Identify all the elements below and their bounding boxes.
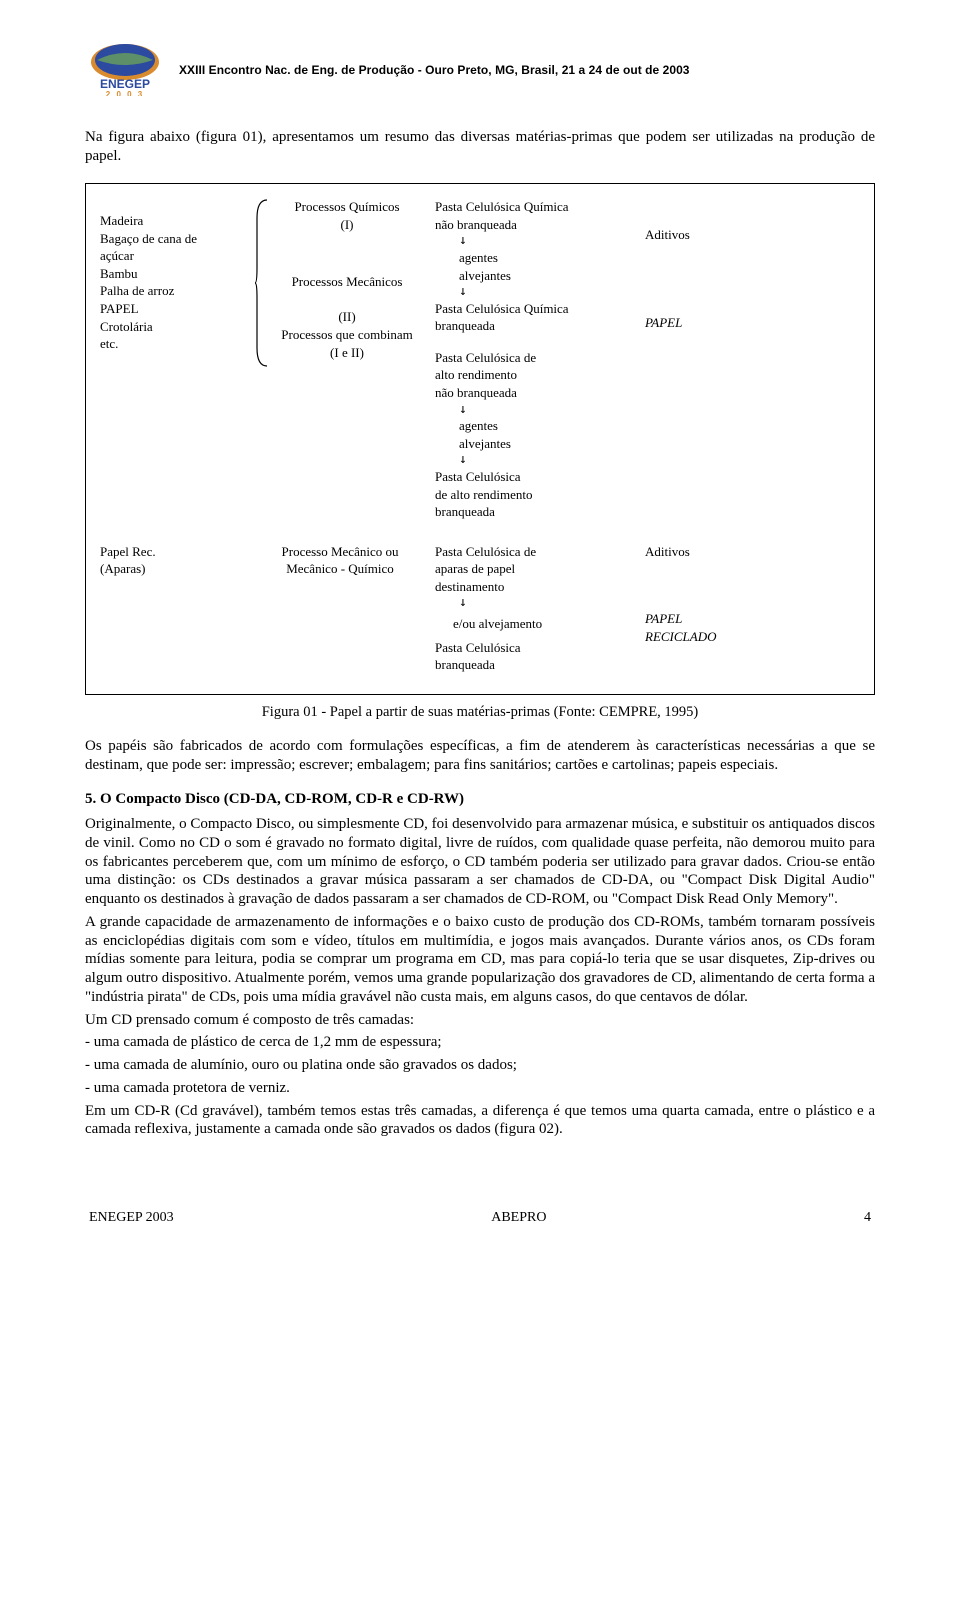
fig-agentes-1: agentes alvejantes bbox=[435, 249, 635, 284]
intro-paragraph: Na figura abaixo (figura 01), apresentam… bbox=[85, 128, 875, 166]
bullet-2: - uma camada de alumínio, ouro ou platin… bbox=[85, 1056, 875, 1075]
fig-papel-reciclado: PAPEL RECICLADO bbox=[645, 610, 765, 645]
fig-col4-outputs: Aditivos PAPEL bbox=[645, 198, 765, 331]
fig-proc-quimicos: Processos Químicos (I) bbox=[269, 198, 425, 233]
arrow-down-icon: ↓ bbox=[435, 597, 635, 609]
fig-col3-aparas-pulps: Pasta Celulósica de aparas de papel dest… bbox=[435, 543, 635, 676]
page-footer: ENEGEP 2003 ABEPRO 4 bbox=[85, 1209, 875, 1227]
fig-col2-proc-mec: Processo Mecânico ou Mecânico - Químico bbox=[255, 543, 425, 578]
fig-col4-bot: Aditivos PAPEL RECICLADO bbox=[645, 543, 765, 646]
header-conference-line: XXIII Encontro Nac. de Eng. de Produção … bbox=[179, 63, 690, 78]
enegep-logo: ENEGEP 2 0 0 3 bbox=[85, 40, 165, 102]
fig-pulp-alto-branq: Pasta Celulósica de alto rendimento bran… bbox=[435, 468, 635, 521]
bullet-3: - uma camada protetora de verniz. bbox=[85, 1079, 875, 1098]
bracket-icon bbox=[255, 198, 269, 368]
fig-pulp-aparas: Pasta Celulósica de aparas de papel dest… bbox=[435, 543, 635, 596]
fig-pulp-branq-bot: Pasta Celulósica branqueada bbox=[435, 639, 635, 674]
svg-text:ENEGEP: ENEGEP bbox=[100, 77, 150, 91]
paragraph-1: Os papéis são fabricados de acordo com f… bbox=[85, 737, 875, 775]
fig-alvejamento: e/ou alvejamento bbox=[435, 615, 635, 633]
figure-01-container: Madeira Bagaço de cana de açúcar Bambu P… bbox=[85, 183, 875, 694]
fig-pulp-quimica-branq: Pasta Celulósica Química branqueada bbox=[435, 300, 635, 335]
figure-01-caption: Figura 01 - Papel a partir de suas matér… bbox=[85, 703, 875, 721]
svg-text:2 0 0 3: 2 0 0 3 bbox=[106, 90, 144, 96]
fig-agentes-2: agentes alvejantes bbox=[435, 417, 635, 452]
arrow-down-icon: ↓ bbox=[435, 454, 635, 466]
section-5-title: 5. O Compacto Disco (CD-DA, CD-ROM, CD-R… bbox=[85, 790, 875, 809]
fig-aditivos-top: Aditivos bbox=[645, 226, 765, 244]
figure-01-lower-row: Papel Rec. (Aparas) Processo Mecânico ou… bbox=[100, 543, 860, 676]
footer-left: ENEGEP 2003 bbox=[89, 1209, 174, 1227]
arrow-down-icon: ↓ bbox=[435, 404, 635, 416]
fig-proc-mecanicos: Processos Mecânicos (II) Processos que c… bbox=[269, 273, 425, 361]
fig-col2-processes: Processos Químicos (I) Processos Mecânic… bbox=[255, 198, 425, 368]
fig-papel-top: PAPEL bbox=[645, 314, 765, 332]
arrow-down-icon: ↓ bbox=[435, 235, 635, 247]
footer-center: ABEPRO bbox=[491, 1209, 546, 1227]
paragraph-3: A grande capacidade de armazenamento de … bbox=[85, 913, 875, 1007]
paragraph-2: Originalmente, o Compacto Disco, ou simp… bbox=[85, 815, 875, 909]
fig-col3-pulps: Pasta Celulósica Química não branqueada … bbox=[435, 198, 635, 522]
paragraph-4: Um CD prensado comum é composto de três … bbox=[85, 1011, 875, 1030]
figure-01-upper-row: Madeira Bagaço de cana de açúcar Bambu P… bbox=[100, 198, 860, 522]
footer-page-number: 4 bbox=[864, 1209, 871, 1227]
paragraph-5: Em um CD-R (Cd gravável), também temos e… bbox=[85, 1102, 875, 1140]
fig-col1-aparas: Papel Rec. (Aparas) bbox=[100, 543, 245, 578]
fig-aditivos-bot: Aditivos bbox=[645, 543, 765, 561]
page-header: ENEGEP 2 0 0 3 XXIII Encontro Nac. de En… bbox=[85, 40, 875, 102]
bullet-1: - uma camada de plástico de cerca de 1,2… bbox=[85, 1033, 875, 1052]
fig-pulp-alto-nao: Pasta Celulósica de alto rendimento não … bbox=[435, 349, 635, 402]
fig-col1-materials: Madeira Bagaço de cana de açúcar Bambu P… bbox=[100, 198, 245, 352]
arrow-down-icon: ↓ bbox=[435, 286, 635, 298]
fig-pulp-quimica-nao: Pasta Celulósica Química não branqueada bbox=[435, 198, 635, 233]
